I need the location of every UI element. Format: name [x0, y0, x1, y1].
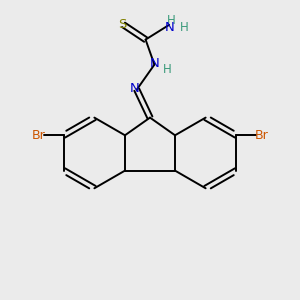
Text: H: H — [180, 21, 189, 34]
Text: N: N — [165, 21, 175, 34]
Text: Br: Br — [254, 129, 268, 142]
Text: Br: Br — [32, 129, 46, 142]
Text: S: S — [118, 18, 126, 32]
Text: H: H — [167, 14, 176, 27]
Text: N: N — [149, 57, 159, 70]
Text: H: H — [163, 62, 172, 76]
Text: N: N — [130, 82, 139, 95]
